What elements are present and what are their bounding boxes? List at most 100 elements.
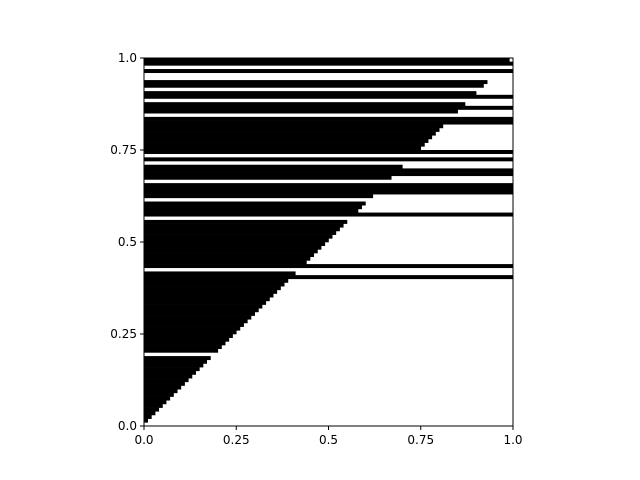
heatmap-cell-run xyxy=(144,367,200,372)
heatmap-cell-run xyxy=(144,127,440,132)
heatmap-cell-run xyxy=(144,286,281,291)
heatmap-cell-run xyxy=(144,322,244,327)
heatmap-cell-run xyxy=(144,109,458,114)
heatmap-cell-run xyxy=(144,293,274,298)
heatmap-cell-run xyxy=(144,186,514,191)
heatmap-cell-run xyxy=(144,381,185,386)
heatmap-cell-run xyxy=(144,304,263,309)
heatmap-cell-run xyxy=(144,392,174,397)
heatmap-cell-run xyxy=(144,260,307,265)
heatmap-cell-run xyxy=(144,411,156,416)
heatmap-cell-run xyxy=(144,300,267,305)
heatmap-cell-run xyxy=(144,91,477,96)
heatmap-cell-run xyxy=(144,264,514,269)
heatmap-cell-run xyxy=(144,146,422,151)
heatmap-cell-run xyxy=(144,102,466,107)
y-tick-label: 0.75 xyxy=(110,143,137,157)
heatmap-cell-run xyxy=(144,223,344,228)
heatmap-cell-run xyxy=(144,363,204,368)
heatmap-cell-run xyxy=(144,315,252,320)
y-tick-label: 0.5 xyxy=(118,235,137,249)
x-tick-label: 0.5 xyxy=(319,433,338,447)
y-axis: 0.0 0.25 0.5 0.75 1.0 xyxy=(110,51,144,433)
heatmap-cell-run xyxy=(144,80,488,85)
heatmap-cell-run xyxy=(144,289,278,294)
x-tick-label: 0.0 xyxy=(134,433,153,447)
heatmap-cell-run xyxy=(144,190,514,195)
heatmap-cell-run xyxy=(144,135,433,140)
heatmap-cell-run xyxy=(144,69,514,74)
heatmap-cell-run xyxy=(144,168,514,173)
heatmap-cell-run xyxy=(144,271,296,276)
heatmap-cell-run xyxy=(144,359,208,364)
heatmap-cell-run xyxy=(144,212,514,217)
heatmap-cell-run xyxy=(144,253,315,258)
heatmap-cell-run xyxy=(144,278,289,283)
heatmap-cell-run xyxy=(144,249,318,254)
heatmap-cell-run xyxy=(144,378,189,383)
heatmap-cell-run xyxy=(144,205,363,210)
heatmap-cell-run xyxy=(144,172,514,177)
heatmap-cell-run xyxy=(144,227,340,232)
heatmap-cell-run xyxy=(144,242,326,246)
heatmap-cell-run xyxy=(144,330,237,335)
x-tick-label: 0.75 xyxy=(407,433,434,447)
heatmap-cell-run xyxy=(144,83,484,88)
heatmap-cell-run xyxy=(144,245,322,250)
heatmap-cell-run xyxy=(144,370,196,375)
heatmap-cell-run xyxy=(144,275,514,280)
heatmap-cell-run xyxy=(144,131,436,136)
heatmap-cell-run xyxy=(144,150,514,154)
heatmap-cell-run xyxy=(144,334,233,338)
heatmap-cell-run xyxy=(144,308,259,313)
heatmap-cell-run xyxy=(144,238,329,243)
heatmap-cell-run xyxy=(144,389,178,394)
y-tick-label: 1.0 xyxy=(118,51,137,65)
heatmap-cell-run xyxy=(144,116,514,121)
heatmap-cell-run xyxy=(144,341,226,346)
heatmap-cell-run xyxy=(144,282,285,287)
heatmap-cell-run xyxy=(144,337,230,342)
y-tick-label: 0.0 xyxy=(118,419,137,433)
x-axis: 0.0 0.25 0.5 0.75 1.0 xyxy=(134,426,523,447)
heatmap-cell-run xyxy=(144,348,219,353)
heatmap-cell-run xyxy=(144,326,241,331)
heatmap-cell-run xyxy=(144,396,171,401)
heatmap-cell-run xyxy=(144,183,514,188)
heatmap-cell-run xyxy=(144,124,444,129)
heatmap-cells xyxy=(144,58,514,423)
heatmap-cell-run xyxy=(144,194,374,199)
heatmap-cell-run xyxy=(144,58,510,62)
heatmap-cell-run xyxy=(144,61,514,66)
heatmap-cell-run xyxy=(144,319,248,324)
heatmap-cell-run xyxy=(144,297,270,302)
heatmap-cell-run xyxy=(144,345,222,350)
heatmap-cell-run xyxy=(144,94,514,99)
x-tick-label: 1.0 xyxy=(503,433,522,447)
heatmap-cell-run xyxy=(144,400,167,405)
heatmap-cell-run xyxy=(144,120,514,125)
heatmap-cell-run xyxy=(144,374,193,379)
heatmap-cell-run xyxy=(144,356,211,361)
heatmap-cell-run xyxy=(144,414,152,419)
heatmap-cell-run xyxy=(144,230,337,235)
heatmap-cell-run xyxy=(144,201,366,206)
heatmap-cell-run xyxy=(144,208,359,213)
heatmap-cell-run xyxy=(144,105,514,110)
heatmap-cell-run xyxy=(144,407,160,412)
heatmap-cell-run xyxy=(144,234,333,239)
heatmap-cell-run xyxy=(144,142,425,147)
x-tick-label: 0.25 xyxy=(223,433,250,447)
heatmap-cell-run xyxy=(144,403,163,408)
heatmap-cell-run xyxy=(144,138,429,143)
heatmap-cell-run xyxy=(144,418,148,423)
heatmap-cell-run xyxy=(144,164,403,169)
heatmap-cell-run xyxy=(144,385,182,390)
heatmap-cell-run xyxy=(144,219,348,224)
heatmap-cell-run xyxy=(144,175,392,180)
heatmap-cell-run xyxy=(144,157,514,162)
heatmap-cell-run xyxy=(144,311,255,316)
y-tick-label: 0.25 xyxy=(110,327,137,341)
heatmap-cell-run xyxy=(144,256,311,261)
